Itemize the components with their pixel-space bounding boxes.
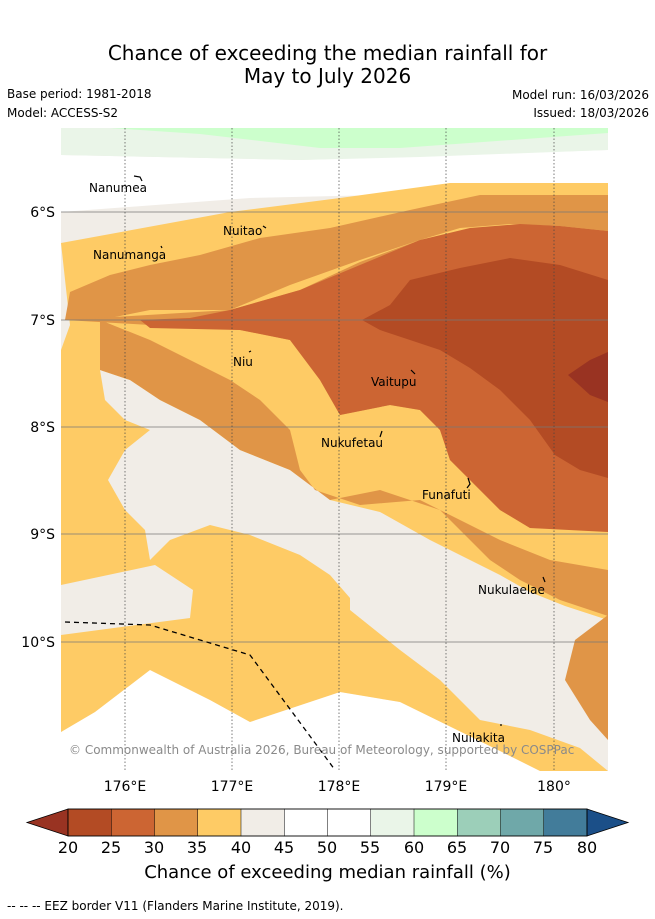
colorbar-segment-35-40	[197, 808, 242, 837]
island-labels: Nanumea Nuitao Nanumanga Niu Vaitupu Nuk…	[89, 181, 545, 745]
colorbar-segment-60-65	[413, 808, 458, 837]
lat-label-6s: 6°S	[30, 205, 55, 221]
colorbar-segment-45-50	[284, 808, 329, 837]
colorbar-segment-70-75	[500, 808, 545, 837]
copyright-notice: © Commonwealth of Australia 2026, Bureau…	[69, 743, 574, 757]
island-shape-nuitao	[262, 225, 267, 229]
colorbar-tick-30: 30	[143, 838, 165, 857]
colorbar-tick-70: 70	[489, 838, 511, 857]
lon-label-178e: 178°E	[318, 779, 361, 795]
island-shape-nukufetau	[379, 430, 383, 438]
fill-20-25	[362, 258, 608, 478]
colorbar	[25, 808, 630, 837]
colorbar-segment-65-70	[457, 808, 502, 837]
island-nanumea: Nanumea	[89, 181, 147, 195]
colorbar-segment-25-30	[111, 808, 156, 837]
island-vaitupu: Vaitupu	[371, 375, 417, 389]
latitude-labels: 6°S 7°S 8°S 9°S 10°S	[21, 205, 55, 651]
island-niu: Niu	[233, 355, 253, 369]
eez-border	[64, 621, 336, 771]
colorbar-tick-25: 25	[100, 838, 122, 857]
title-line-2: May to July 2026	[243, 64, 412, 88]
model-name: Model: ACCESS-S2	[7, 106, 119, 120]
model-run: Model run: 16/03/2026	[511, 88, 649, 102]
fill-45-55-south	[61, 670, 540, 771]
island-shape-niu	[248, 350, 252, 353]
island-funafuti: Funafuti	[422, 488, 471, 502]
island-markers	[133, 175, 546, 726]
island-shape-vaitupu	[410, 369, 416, 375]
lon-label-180: 180°	[537, 779, 571, 795]
island-shape-funafuti	[466, 477, 471, 489]
colorbar-tick-50: 50	[316, 838, 338, 857]
colorbar-tick-35: 35	[186, 838, 208, 857]
colorbar-segment-40-45	[240, 808, 285, 837]
island-nanumanga: Nanumanga	[93, 248, 166, 262]
colorbar-tick-45: 45	[273, 838, 295, 857]
colorbar-frame	[67, 808, 588, 837]
lon-label-179e: 179°E	[425, 779, 468, 795]
issued-date: Issued: 18/03/2026	[533, 106, 649, 120]
title-line-1: Chance of exceeding the median rainfall …	[107, 41, 548, 65]
colorbar-tick-75: 75	[532, 838, 554, 857]
colorbar-tick-20: 20	[57, 838, 79, 857]
graticule	[61, 128, 608, 771]
island-nukulaelae: Nukulaelae	[478, 583, 545, 597]
colorbar-tick-65: 65	[446, 838, 468, 857]
colorbar-segment-30-35	[154, 808, 199, 837]
fill-45-55	[61, 150, 608, 212]
colorbar-over-arrow	[586, 808, 630, 837]
base-period: Base period: 1981-2018	[7, 87, 152, 101]
lon-label-176e: 176°E	[104, 779, 147, 795]
colorbar-tick-55: 55	[359, 838, 381, 857]
colorbar-under-arrow	[25, 808, 69, 837]
fill-60-65	[110, 128, 608, 148]
lat-label-7s: 7°S	[30, 313, 55, 329]
colorbar-tick-40: 40	[230, 838, 252, 857]
lat-label-10s: 10°S	[21, 635, 55, 651]
island-shape-nanumea	[133, 175, 143, 182]
colorbar-segment-55-60	[370, 808, 415, 837]
eez-footnote: -- -- -- EEZ border V11 (Flanders Marine…	[7, 899, 344, 913]
island-shape-nanumanga	[160, 245, 163, 249]
island-nukufetau: Nukufetau	[321, 436, 383, 450]
colorbar-label: Chance of exceeding median rainfall (%)	[144, 862, 511, 883]
island-shape-nukulaelae	[542, 576, 546, 583]
contour-fills	[61, 128, 608, 771]
colorbar-segment-75-80	[543, 808, 588, 837]
lat-label-9s: 9°S	[30, 527, 55, 543]
colorbar-tick-80: 80	[576, 838, 598, 857]
lat-label-8s: 8°S	[30, 420, 55, 436]
colorbar-segment-20-25	[67, 808, 112, 837]
island-nuitao: Nuitao	[223, 224, 262, 238]
fill-below-20	[568, 352, 608, 402]
island-nuilakita: Nuilakita	[452, 731, 505, 745]
lon-label-177e: 177°E	[211, 779, 254, 795]
colorbar-tick-60: 60	[403, 838, 425, 857]
longitude-labels: 176°E 177°E 178°E 179°E 180°	[104, 779, 571, 795]
colorbar-segment-50-55	[327, 808, 372, 837]
